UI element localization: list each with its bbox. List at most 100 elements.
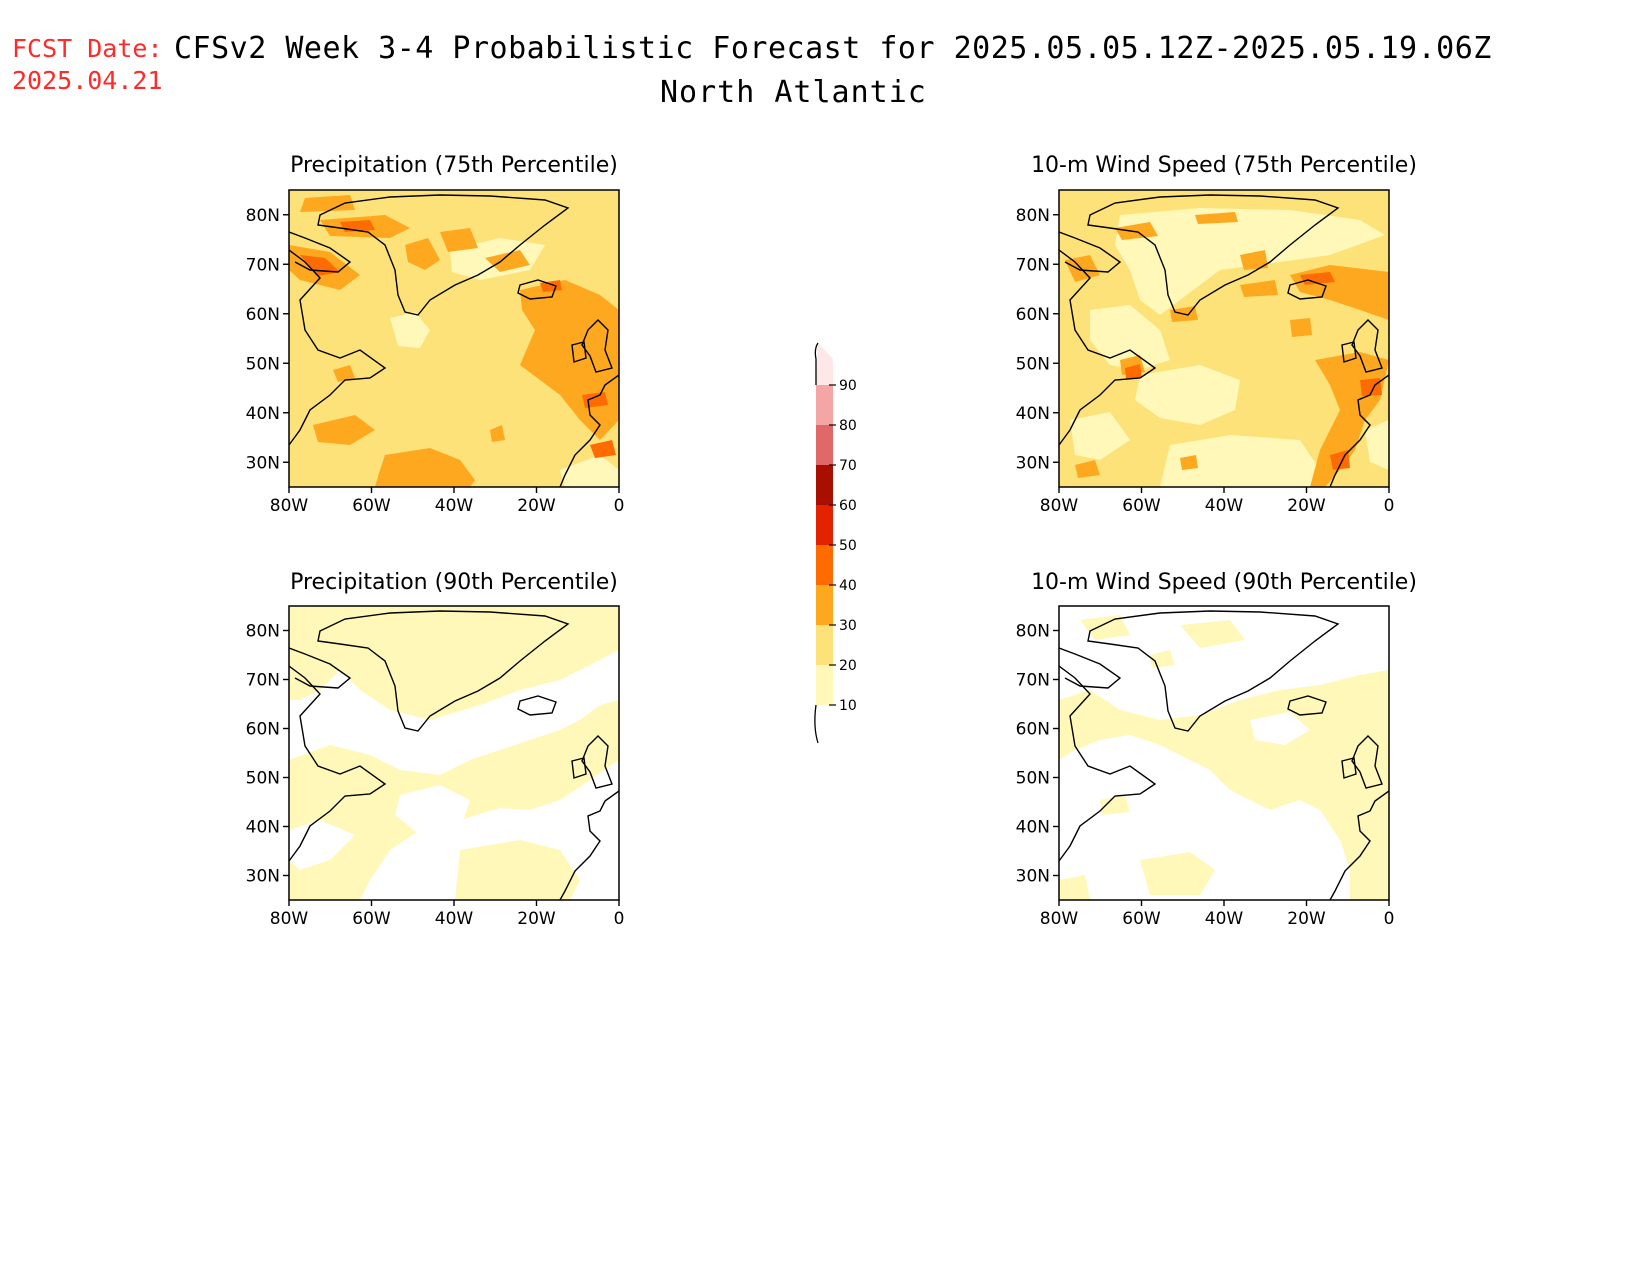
greenland-coast <box>317 610 570 732</box>
latitude-axis: 80N 70N 60N 50N 40N 30N <box>1016 622 1059 887</box>
fill-10-20 <box>455 840 580 900</box>
contour-fills <box>1059 615 1389 900</box>
fcst-date-label: FCST Date: <box>12 34 163 63</box>
north-america-coast <box>1059 249 1157 446</box>
colorbar-segment <box>816 665 833 705</box>
fill-30-40 <box>300 195 355 212</box>
north-america-coast <box>289 249 387 446</box>
fill-10-20 <box>390 312 430 348</box>
fill-30-40 <box>313 415 375 445</box>
baffin-coast <box>1059 231 1122 273</box>
colorbar-label: 10 <box>839 698 857 714</box>
ireland-coast <box>1341 341 1357 363</box>
contour-fills <box>289 606 619 900</box>
baffin-coast <box>1059 647 1122 689</box>
europe-coast <box>1329 374 1389 487</box>
fill-below-10 <box>1250 712 1310 745</box>
iceland-coast <box>1287 695 1327 716</box>
lon-tick-label: 0 <box>1384 496 1395 516</box>
north-america-coast <box>289 665 387 862</box>
lat-tick-label: 30N <box>246 453 280 473</box>
longitude-axis: 80W 60W 40W 20W 0 <box>1040 900 1394 929</box>
fill-below-10 <box>1300 825 1340 858</box>
lat-tick-label: 60N <box>1016 305 1050 325</box>
lat-tick-label: 80N <box>1016 206 1050 226</box>
baffin-coast <box>289 231 352 273</box>
europe-coast <box>559 790 619 900</box>
lat-tick-label: 60N <box>246 720 280 740</box>
lat-tick-label: 40N <box>1016 818 1050 838</box>
lon-tick-label: 20W <box>517 909 556 929</box>
lat-tick-label: 30N <box>1016 867 1050 887</box>
ireland-coast <box>1341 757 1357 779</box>
fill-40-50 <box>1300 272 1335 285</box>
main-title: CFSv2 Week 3-4 Probabilistic Forecast fo… <box>174 31 1492 66</box>
panel-precip-90: Precipitation (90th Percentile) 80N 70N 60… <box>246 570 625 929</box>
colorbar-segment <box>816 385 833 425</box>
fill-10-20 <box>1140 852 1215 895</box>
colorbar-lower-outline <box>814 704 819 744</box>
colorbar-label: 50 <box>839 538 857 554</box>
colorbar-label: 90 <box>839 378 857 394</box>
lat-tick-label: 70N <box>1016 255 1050 275</box>
fill-10-20 <box>420 625 500 665</box>
lat-tick-label: 40N <box>246 818 280 838</box>
fill-10-20 <box>1100 795 1130 815</box>
fill-30-40 <box>375 448 475 487</box>
colorbar-segment <box>816 545 833 585</box>
fill-30-40 <box>333 365 355 382</box>
panel-title: Precipitation (90th Percentile) <box>290 570 618 595</box>
greenland-coast <box>1087 194 1340 316</box>
fill-30-40 <box>405 238 440 270</box>
lat-tick-label: 50N <box>1016 354 1050 374</box>
lon-tick-label: 0 <box>614 496 625 516</box>
contour-fills <box>289 195 619 487</box>
lat-tick-label: 50N <box>1016 769 1050 789</box>
fill-30-40 <box>1290 318 1312 337</box>
fill-40-50 <box>1360 378 1382 396</box>
lat-tick-label: 80N <box>246 206 280 226</box>
fill-below-10 <box>540 815 595 850</box>
fill-30-40 <box>1075 460 1100 478</box>
longitude-axis: 80W 60W 40W 20W 0 <box>270 487 625 516</box>
fill-30-40 <box>1240 250 1268 270</box>
fill-40-50 <box>1125 364 1142 379</box>
lat-tick-label: 30N <box>246 867 280 887</box>
colorbar-lower-extension <box>816 705 833 743</box>
lon-tick-label: 40W <box>1205 909 1244 929</box>
lat-tick-label: 40N <box>1016 404 1050 424</box>
fill-10-20 <box>1090 305 1170 370</box>
latitude-axis: 80N 70N 60N 50N 40N 30N <box>1016 206 1059 473</box>
lat-tick-label: 70N <box>246 671 280 691</box>
fill-10-20 <box>1070 412 1130 460</box>
longitude-axis: 80W 60W 40W 20W 0 <box>270 900 624 929</box>
fill-30-40 <box>485 250 530 272</box>
latitude-axis: 80N 70N 60N 50N 40N 30N <box>246 206 289 473</box>
colorbar-label: 30 <box>839 618 857 634</box>
fill-30-40 <box>440 228 478 252</box>
colorbar-upper-outline <box>814 342 819 385</box>
colorbar-label: 70 <box>839 458 857 474</box>
panel-title: 10-m Wind Speed (90th Percentile) <box>1031 570 1417 595</box>
lon-tick-label: 80W <box>270 496 309 516</box>
panel-wind-90: 10-m Wind Speed (90th Percentile) 80N 70N… <box>1016 570 1417 929</box>
colorbar-label: 80 <box>839 418 857 434</box>
north-america-coast <box>1059 665 1157 862</box>
latitude-axis: 80N 70N 60N 50N 40N 30N <box>246 622 289 887</box>
fill-30-40 <box>1240 280 1278 297</box>
lon-tick-label: 60W <box>1122 909 1161 929</box>
longitude-axis: 80W 60W 40W 20W 0 <box>1040 487 1395 516</box>
colorbar-segment <box>816 505 833 545</box>
europe-coast <box>559 374 619 487</box>
lon-tick-label: 40W <box>435 909 474 929</box>
region-subtitle: North Atlantic <box>660 75 927 110</box>
lon-tick-label: 60W <box>1122 496 1161 516</box>
lat-tick-label: 60N <box>1016 720 1050 740</box>
colorbar-segment <box>816 625 833 665</box>
lon-tick-label: 20W <box>517 496 556 516</box>
fill-below-10 <box>395 785 470 835</box>
fill-40-50 <box>590 440 616 458</box>
ireland-coast <box>571 341 587 363</box>
colorbar-segment <box>816 343 833 385</box>
